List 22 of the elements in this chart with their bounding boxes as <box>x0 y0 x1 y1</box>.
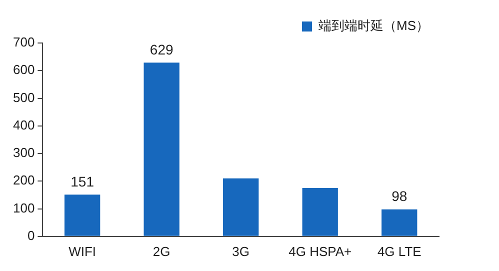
x-tick-label: 3G <box>232 244 250 259</box>
y-tick-label: 600 <box>12 62 35 78</box>
bar <box>144 62 180 236</box>
data-label: 98 <box>392 188 408 204</box>
x-tick-label: WIFI <box>68 244 96 259</box>
x-tick-label: 4G LTE <box>377 244 422 259</box>
y-tick-label: 200 <box>12 172 35 188</box>
bar <box>223 178 259 236</box>
legend-label: 端到端时延（MS） <box>318 18 429 34</box>
y-tick-label: 300 <box>12 145 35 160</box>
x-tick-label: 4G HSPA+ <box>288 244 352 259</box>
x-tick-label: 2G <box>152 244 170 259</box>
bar <box>302 188 338 236</box>
y-tick-label: 100 <box>12 200 35 216</box>
data-label: 151 <box>70 174 94 190</box>
bar <box>382 209 418 236</box>
bar <box>64 194 100 236</box>
y-tick-label: 0 <box>27 228 35 243</box>
y-tick-label: 500 <box>12 90 35 105</box>
data-label: 629 <box>150 41 174 58</box>
y-tick-label: 400 <box>12 117 35 132</box>
y-tick-label: 700 <box>12 34 35 50</box>
